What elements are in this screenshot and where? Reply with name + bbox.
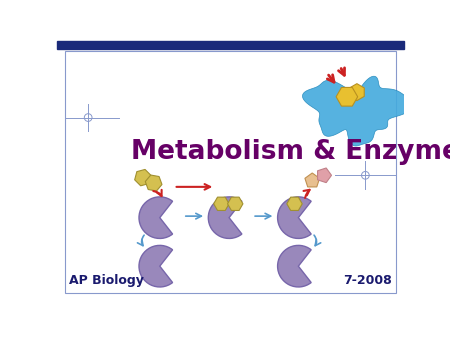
Polygon shape (318, 168, 332, 183)
Polygon shape (145, 175, 162, 191)
Polygon shape (350, 84, 364, 101)
Wedge shape (278, 197, 311, 238)
Wedge shape (139, 197, 173, 238)
Polygon shape (336, 88, 358, 106)
Wedge shape (139, 245, 173, 287)
Polygon shape (228, 197, 243, 211)
Text: 7-2008: 7-2008 (344, 274, 392, 287)
Polygon shape (302, 76, 413, 146)
Bar (58, 41, 404, 49)
Wedge shape (278, 245, 311, 287)
Polygon shape (287, 197, 302, 211)
Wedge shape (208, 197, 242, 238)
Polygon shape (135, 169, 151, 186)
Text: AP Biology: AP Biology (69, 274, 144, 287)
Polygon shape (214, 197, 229, 211)
Polygon shape (305, 173, 320, 187)
Text: Metabolism & Enzymes: Metabolism & Enzymes (130, 139, 450, 165)
